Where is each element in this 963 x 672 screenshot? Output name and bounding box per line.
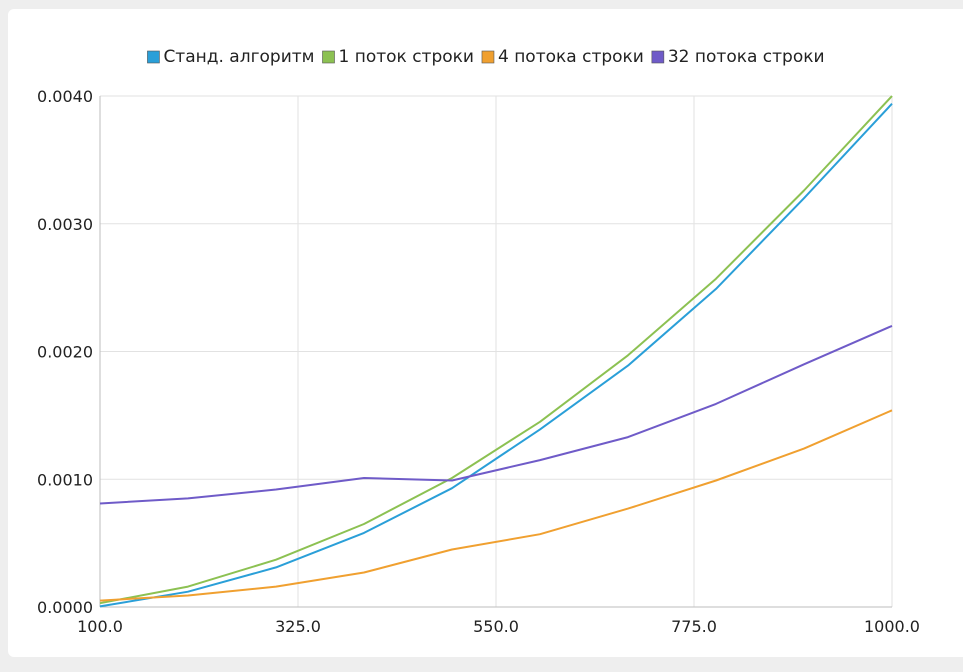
grid (99, 95, 893, 608)
series-line-2 (99, 95, 893, 605)
legend-label: Станд. алгоритм (163, 47, 314, 67)
series-line-4 (99, 324, 893, 505)
y-tick-label: 0.0040 (37, 87, 93, 106)
y-tick-label: 0.0020 (37, 343, 93, 362)
legend-swatch (147, 50, 160, 64)
legend-swatch (481, 50, 495, 64)
x-tick-label: 325.0 (275, 617, 321, 636)
legend-swatch (322, 50, 335, 64)
legend-item-3[interactable]: 4 потока строки (481, 47, 644, 67)
y-tick-label: 0.0010 (37, 470, 93, 489)
legend-item-1[interactable]: Станд. алгоритм (147, 47, 315, 67)
legend-label: 32 потока строки (668, 47, 825, 67)
line-chart: 100.0 325.0 550.0 775.0 1000.0 0.0000 0.0010 0.… (37, 47, 920, 636)
chart-card: 100.0 325.0 550.0 775.0 1000.0 0.0000 0.0010 0.… (8, 9, 963, 657)
legend-label: 4 потока строки (498, 47, 644, 67)
legend-item-2[interactable]: 1 поток строки (322, 47, 474, 67)
legend-swatch (651, 50, 665, 64)
series-line-1 (99, 103, 893, 608)
x-tick-label: 550.0 (473, 617, 519, 636)
x-tick-label: 775.0 (671, 617, 717, 636)
series-lines (99, 95, 893, 608)
x-tick-label: 100.0 (77, 617, 123, 636)
legend-item-4[interactable]: 32 потока строки (651, 47, 825, 67)
y-tick-label: 0.0000 (37, 598, 93, 617)
legend: Станд. алгоритм 1 поток строки 4 потока ст… (147, 47, 825, 67)
legend-label: 1 поток строки (339, 47, 474, 67)
series-line-3 (99, 409, 893, 602)
x-tick-label: 1000.0 (864, 617, 920, 636)
y-tick-label: 0.0030 (37, 215, 93, 234)
axes: 100.0 325.0 550.0 775.0 1000.0 0.0000 0.0010 0.… (37, 87, 920, 636)
